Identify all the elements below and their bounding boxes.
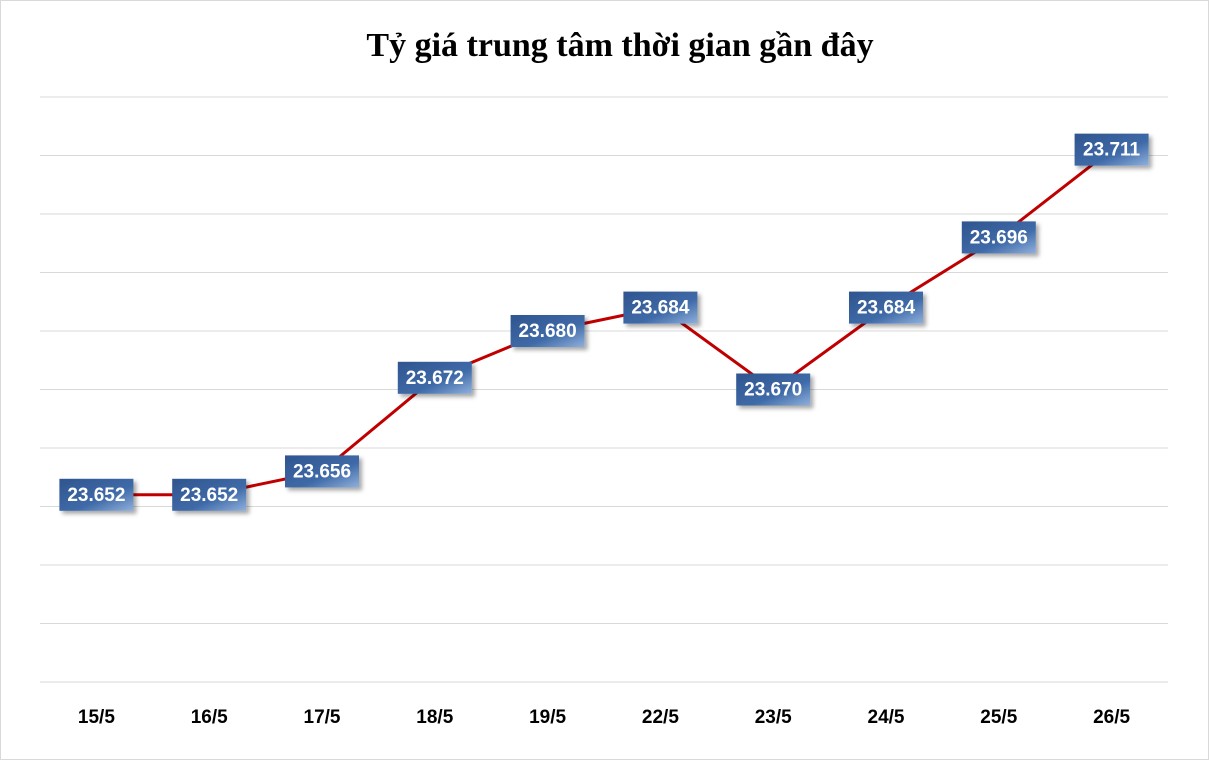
x-tick-label: 19/5 [529, 707, 566, 728]
value-label: 23.656 [293, 461, 351, 482]
x-tick-label: 17/5 [304, 707, 341, 728]
value-label-box [1074, 133, 1149, 166]
value-label: 23.684 [631, 298, 690, 319]
value-label: 23.652 [180, 485, 238, 506]
value-label: 23.696 [970, 227, 1028, 248]
x-tick-label: 24/5 [868, 707, 905, 728]
x-tick-label: 25/5 [980, 707, 1017, 728]
value-label: 23.672 [406, 368, 464, 389]
value-label-box [172, 478, 247, 511]
x-tick-label: 15/5 [78, 707, 115, 728]
value-label: 23.684 [857, 298, 916, 319]
x-tick-label: 16/5 [191, 707, 228, 728]
value-label-box [510, 315, 585, 347]
x-tick-label: 26/5 [1093, 707, 1130, 728]
value-label: 23.680 [519, 321, 577, 342]
value-label-box [961, 221, 1036, 254]
chart-title: Tỷ giá trung tâm thời gian gần đây [366, 27, 873, 64]
value-label-box [736, 373, 811, 406]
series-line [96, 148, 1113, 497]
x-tick-label: 18/5 [416, 707, 453, 728]
value-label-box [59, 478, 134, 511]
value-label-box [285, 455, 359, 488]
value-label: 23.711 [1083, 140, 1140, 161]
value-label-box [397, 361, 472, 394]
value-label-box [849, 291, 923, 324]
value-label: 23.670 [744, 380, 802, 401]
x-tick-label: 22/5 [642, 707, 679, 728]
value-label: 23.652 [67, 485, 125, 506]
x-tick-label: 23/5 [755, 707, 792, 728]
value-label-box [623, 291, 698, 324]
